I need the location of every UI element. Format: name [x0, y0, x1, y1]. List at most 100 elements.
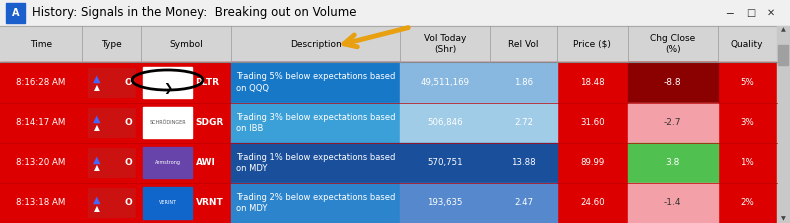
Text: Quality: Quality	[731, 39, 763, 49]
Text: □: □	[746, 8, 755, 18]
Bar	[491, 62, 557, 103]
Bar	[400, 183, 491, 223]
Text: 2.72: 2.72	[514, 118, 533, 127]
Text: ▲: ▲	[781, 28, 786, 33]
Text: 8:13:18 AM: 8:13:18 AM	[17, 198, 66, 207]
Bar	[0, 62, 777, 103]
Text: 13.88: 13.88	[511, 158, 536, 167]
Text: 1%: 1%	[740, 158, 754, 167]
Text: 31.60: 31.60	[580, 118, 604, 127]
Bar	[400, 62, 491, 103]
Bar	[143, 187, 193, 219]
Text: ▲: ▲	[94, 123, 100, 132]
Text: VRNT: VRNT	[196, 198, 224, 207]
Text: 8:16:28 AM: 8:16:28 AM	[17, 78, 66, 87]
Bar	[122, 68, 135, 97]
Text: 506,846: 506,846	[427, 118, 463, 127]
Text: 2%: 2%	[740, 198, 754, 207]
Bar	[231, 183, 400, 223]
Text: Trading 2% below expectations based
on MDY: Trading 2% below expectations based on M…	[236, 193, 396, 213]
Text: ❯: ❯	[163, 83, 172, 94]
Bar	[88, 188, 122, 217]
Bar	[778, 45, 788, 65]
Bar	[6, 3, 25, 23]
Bar	[88, 68, 122, 97]
Text: 3.8: 3.8	[665, 158, 680, 167]
Text: Trading 5% below expectations based
on QQQ: Trading 5% below expectations based on Q…	[236, 72, 396, 93]
Text: Rel Vol: Rel Vol	[508, 39, 539, 49]
Bar	[122, 148, 135, 177]
Text: AWI: AWI	[196, 158, 216, 167]
Text: SCHRÖDINGER: SCHRÖDINGER	[149, 120, 186, 125]
Text: Type: Type	[101, 39, 122, 49]
Bar	[400, 103, 491, 143]
Text: Trading 3% below expectations based
on IBB: Trading 3% below expectations based on I…	[236, 113, 396, 133]
Text: ▲: ▲	[93, 194, 100, 204]
Text: 1.86: 1.86	[514, 78, 533, 87]
Text: ▼: ▼	[781, 216, 786, 221]
Bar	[627, 103, 718, 143]
Bar	[143, 147, 193, 178]
Text: VERINT: VERINT	[159, 200, 177, 205]
Bar	[231, 62, 400, 103]
Text: 5%: 5%	[740, 78, 754, 87]
Text: 3%: 3%	[740, 118, 754, 127]
Bar	[231, 103, 400, 143]
Text: 24.60: 24.60	[580, 198, 604, 207]
Text: -2.7: -2.7	[664, 118, 682, 127]
Text: ▲: ▲	[94, 83, 100, 92]
Text: 18.48: 18.48	[580, 78, 604, 87]
Bar	[400, 143, 491, 183]
Text: Description: Description	[290, 39, 341, 49]
Text: Price ($): Price ($)	[574, 39, 611, 49]
Bar	[491, 143, 557, 183]
Bar	[627, 62, 718, 103]
Text: ─: ─	[727, 8, 733, 18]
Text: 89.99: 89.99	[580, 158, 604, 167]
Text: 8:14:17 AM: 8:14:17 AM	[17, 118, 66, 127]
Bar	[0, 103, 777, 143]
Text: Chg Close
(%): Chg Close (%)	[650, 34, 695, 54]
Text: 49,511,169: 49,511,169	[420, 78, 470, 87]
Bar	[0, 0, 790, 26]
Text: ▲: ▲	[93, 114, 100, 124]
Text: Armstrong: Armstrong	[155, 160, 181, 165]
Text: ✕: ✕	[767, 8, 775, 18]
Bar	[231, 143, 400, 183]
Text: 570,751: 570,751	[427, 158, 463, 167]
Bar	[491, 183, 557, 223]
Bar	[122, 108, 135, 137]
Text: ▲: ▲	[94, 163, 100, 173]
Text: Vol Today
(Shr): Vol Today (Shr)	[424, 34, 466, 54]
Text: ▲: ▲	[93, 74, 100, 84]
Text: Symbol: Symbol	[169, 39, 203, 49]
Text: ▲: ▲	[93, 154, 100, 164]
Text: Trading 1% below expectations based
on MDY: Trading 1% below expectations based on M…	[236, 153, 396, 173]
Bar	[777, 26, 790, 223]
Text: O: O	[125, 198, 133, 207]
Bar	[0, 26, 777, 62]
Text: 8:13:20 AM: 8:13:20 AM	[17, 158, 66, 167]
Bar	[122, 188, 135, 217]
Text: -1.4: -1.4	[664, 198, 682, 207]
Text: 2.47: 2.47	[514, 198, 533, 207]
Bar	[627, 143, 718, 183]
Text: PLTR: PLTR	[196, 78, 220, 87]
Text: Time: Time	[30, 39, 52, 49]
Text: O: O	[125, 118, 133, 127]
Text: -8.8: -8.8	[664, 78, 682, 87]
Text: History: Signals in the Money:  Breaking out on Volume: History: Signals in the Money: Breaking …	[32, 6, 356, 19]
Bar	[627, 183, 718, 223]
Bar	[491, 103, 557, 143]
Text: O: O	[125, 158, 133, 167]
Bar	[0, 183, 777, 223]
Bar	[0, 143, 777, 183]
Text: O: O	[125, 78, 133, 87]
Text: SDGR: SDGR	[196, 118, 224, 127]
Bar	[88, 148, 122, 177]
Text: 193,635: 193,635	[427, 198, 463, 207]
Bar	[143, 67, 193, 98]
Bar	[88, 108, 122, 137]
Bar	[143, 107, 193, 138]
Text: A: A	[12, 8, 19, 18]
